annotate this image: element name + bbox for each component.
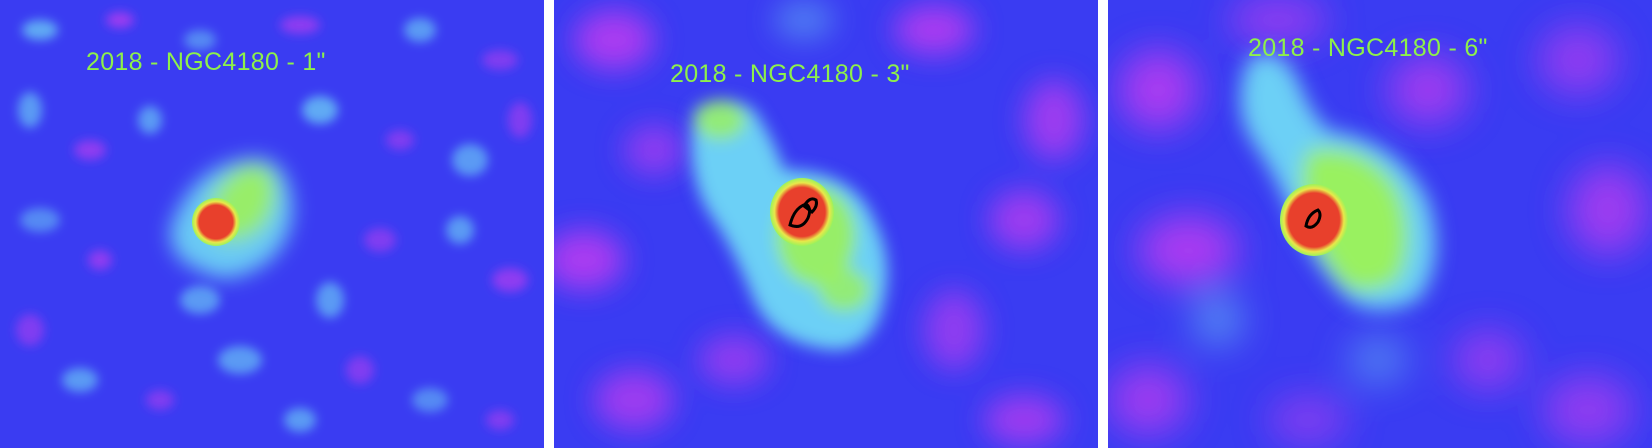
panel-label: 2018 - NGC4180 - 6" [1248,34,1488,62]
contour-lines [788,197,818,228]
map-panel-1arcsec: 2018 - NGC4180 - 1" [0,0,544,448]
radio-map-1arcsec [0,0,544,448]
noise-texture [16,12,532,432]
panel-label: 2018 - NGC4180 - 3" [670,60,910,88]
radio-map-6arcsec [1108,0,1652,448]
map-panel-3arcsec: 2018 - NGC4180 - 3" [554,0,1098,448]
core-source [770,178,834,246]
noise-texture [554,0,1084,445]
panel-label: 2018 - NGC4180 - 1" [86,48,326,76]
map-panel-6arcsec: 2018 - NGC4180 - 6" [1108,0,1652,448]
radio-map-3arcsec [554,0,1098,448]
noise-texture [1108,0,1648,445]
contour-lines [1304,208,1322,229]
core-source [1280,184,1348,256]
extended-emission [1240,53,1436,310]
core-source [192,198,240,246]
